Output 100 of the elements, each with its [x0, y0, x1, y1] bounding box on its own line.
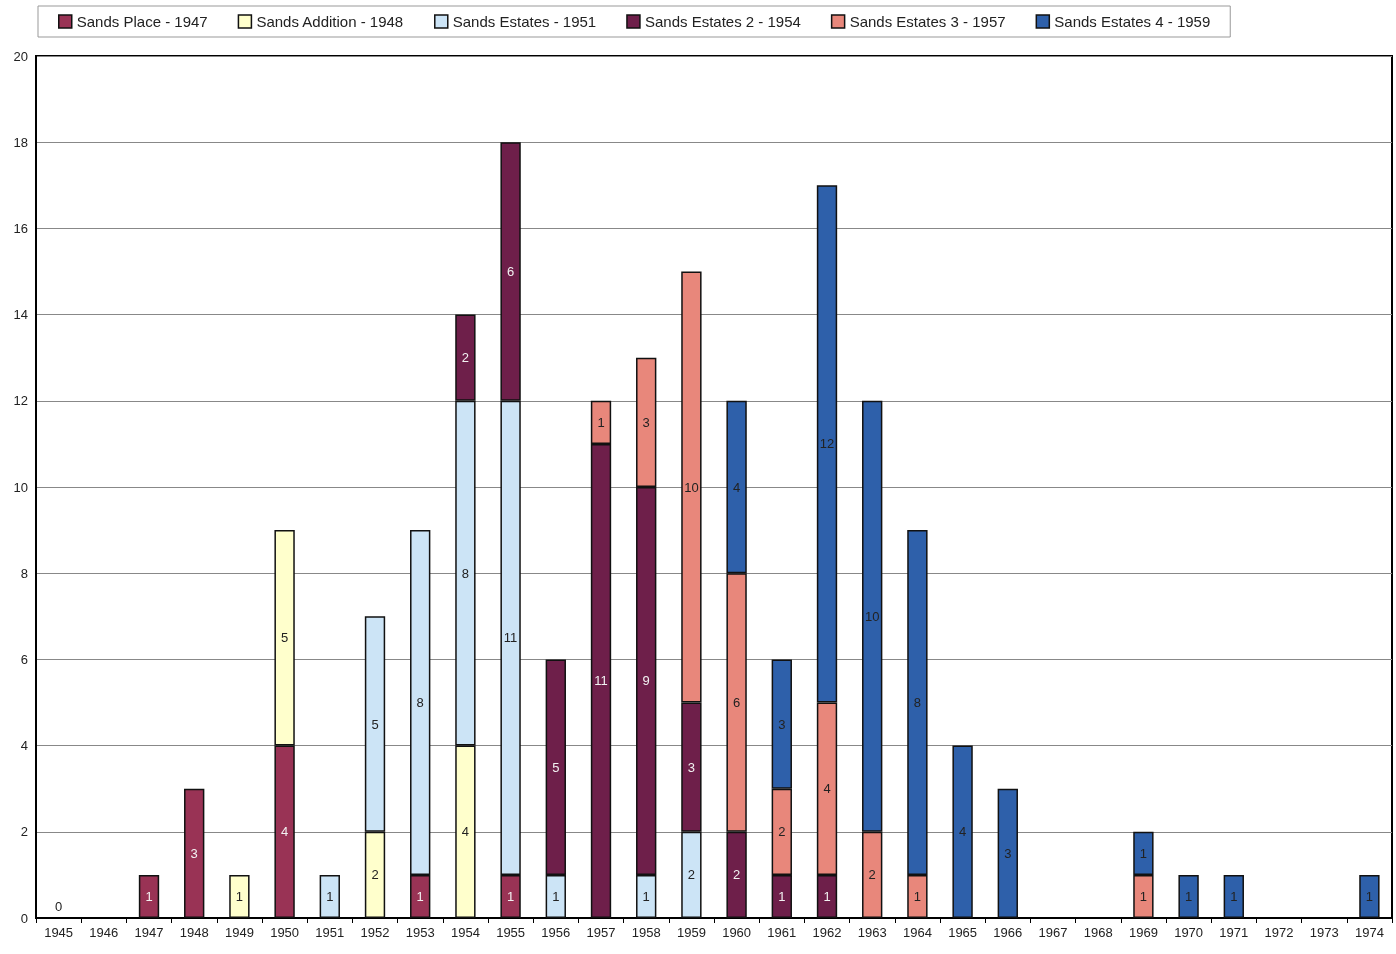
x-tick-label: 1959 — [676, 925, 706, 940]
data-label: 8 — [461, 565, 470, 581]
y-tick-label: 16 — [13, 220, 28, 236]
data-label: 5 — [552, 759, 560, 775]
data-label: 4 — [958, 824, 967, 840]
data-label: 1 — [145, 888, 153, 904]
x-tick-label: 1958 — [631, 925, 661, 940]
data-label: 1 — [326, 888, 334, 904]
y-tick-label: 6 — [20, 651, 28, 667]
bar — [229, 874, 250, 918]
data-label: 1 — [1230, 888, 1238, 904]
data-label: 3 — [642, 414, 650, 430]
data-label: 3 — [687, 759, 696, 775]
y-tick-label: 0 — [20, 910, 28, 926]
data-label: 11 — [594, 673, 608, 689]
x-tick-label: 1950 — [270, 925, 300, 940]
data-label: 5 — [280, 630, 289, 646]
data-label: 1 — [778, 888, 786, 904]
x-tick-label: 1961 — [767, 925, 797, 940]
y-tick-label: 2 — [20, 824, 28, 840]
x-tick-label: 1970 — [1174, 925, 1204, 940]
legend-label: Sands Estates 3 - 1957 — [849, 13, 1006, 30]
y-tick-label: 18 — [13, 134, 28, 150]
x-tick-label: 1965 — [948, 925, 978, 940]
bar — [138, 874, 160, 918]
data-label: 1 — [506, 888, 515, 904]
data-label: 9 — [642, 673, 650, 689]
y-tick-label: 12 — [13, 393, 28, 409]
legend-label: Sands Addition - 1948 — [256, 13, 404, 30]
data-label: 3 — [778, 716, 786, 732]
x-tick-label: 1960 — [722, 925, 752, 940]
bar — [1359, 874, 1380, 918]
data-label: 6 — [506, 264, 515, 279]
x-tick-label: 1955 — [496, 925, 526, 940]
data-label: 4 — [280, 824, 289, 840]
data-label: 0 — [54, 899, 63, 914]
bar — [184, 788, 205, 918]
x-tick-label: 1971 — [1219, 925, 1249, 940]
data-label: 2 — [868, 867, 876, 883]
y-tick-label: 8 — [20, 565, 28, 581]
x-tick-label: 1948 — [179, 925, 209, 940]
data-label: 8 — [913, 695, 922, 710]
data-label: 1 — [552, 888, 560, 904]
legend-label: Sands Estates - 1951 — [452, 13, 597, 30]
y-tick-label: 4 — [20, 738, 28, 754]
legend-label: Sands Place - 1947 — [76, 13, 208, 30]
data-label: 1 — [642, 888, 650, 904]
legend-label: Sands Estates 2 - 1954 — [644, 13, 801, 30]
data-label: 1 — [1184, 888, 1193, 904]
x-tick-label: 1967 — [1038, 925, 1068, 940]
data-label: 4 — [823, 781, 831, 797]
bar — [952, 745, 973, 918]
x-tick-label: 1968 — [1083, 925, 1113, 940]
x-tick-label: 1949 — [224, 925, 254, 940]
y-tick-label: 20 — [13, 48, 28, 64]
x-tick-label: 1951 — [315, 925, 345, 940]
data-label: 2 — [461, 350, 470, 366]
x-tick-label: 1954 — [450, 925, 480, 940]
bar — [997, 788, 1018, 918]
data-label: 1 — [1139, 888, 1148, 904]
data-label: 2 — [732, 867, 741, 883]
data-label: 1 — [823, 888, 831, 904]
x-tick-label: 1957 — [586, 925, 616, 940]
data-label: 4 — [461, 824, 470, 840]
x-tick-label: 1963 — [857, 925, 887, 940]
x-tick-label: 1946 — [89, 925, 119, 940]
data-label: 10 — [684, 479, 699, 495]
x-tick-label: 1966 — [993, 925, 1023, 940]
data-label: 2 — [778, 824, 786, 840]
x-tick-label: 1952 — [360, 925, 390, 940]
data-label: 2 — [371, 867, 379, 883]
data-label: 8 — [416, 695, 424, 710]
data-label: 1 — [1139, 845, 1148, 861]
data-label: 3 — [1004, 845, 1012, 861]
data-label: 5 — [371, 716, 379, 732]
x-tick-label: 1962 — [812, 925, 842, 940]
data-label: 10 — [864, 608, 880, 624]
data-label: 3 — [190, 845, 198, 861]
legend-label: Sands Estates 4 - 1959 — [1054, 13, 1211, 30]
data-label: 1 — [416, 888, 424, 904]
x-tick-label: 1956 — [541, 925, 571, 940]
x-tick-label: 1953 — [405, 925, 435, 940]
data-label: 11 — [503, 630, 518, 646]
y-tick-label: 10 — [13, 479, 28, 495]
data-label: 12 — [819, 436, 835, 452]
y-tick-label: 14 — [13, 307, 28, 323]
data-label: 1 — [235, 888, 244, 904]
data-label: 1 — [913, 888, 922, 904]
bar — [319, 874, 340, 918]
data-label: 6 — [732, 695, 741, 710]
data-label: 1 — [1365, 888, 1374, 904]
x-tick-label: 1972 — [1264, 925, 1294, 940]
x-tick-label: 1969 — [1128, 925, 1158, 940]
x-tick-label: 1964 — [902, 925, 932, 940]
data-label: 1 — [597, 414, 605, 430]
data-label: 2 — [687, 867, 696, 883]
x-tick-label: 1945 — [44, 925, 74, 940]
x-tick-label: 1947 — [134, 925, 164, 940]
bar — [1223, 874, 1244, 918]
bar — [1178, 874, 1199, 918]
